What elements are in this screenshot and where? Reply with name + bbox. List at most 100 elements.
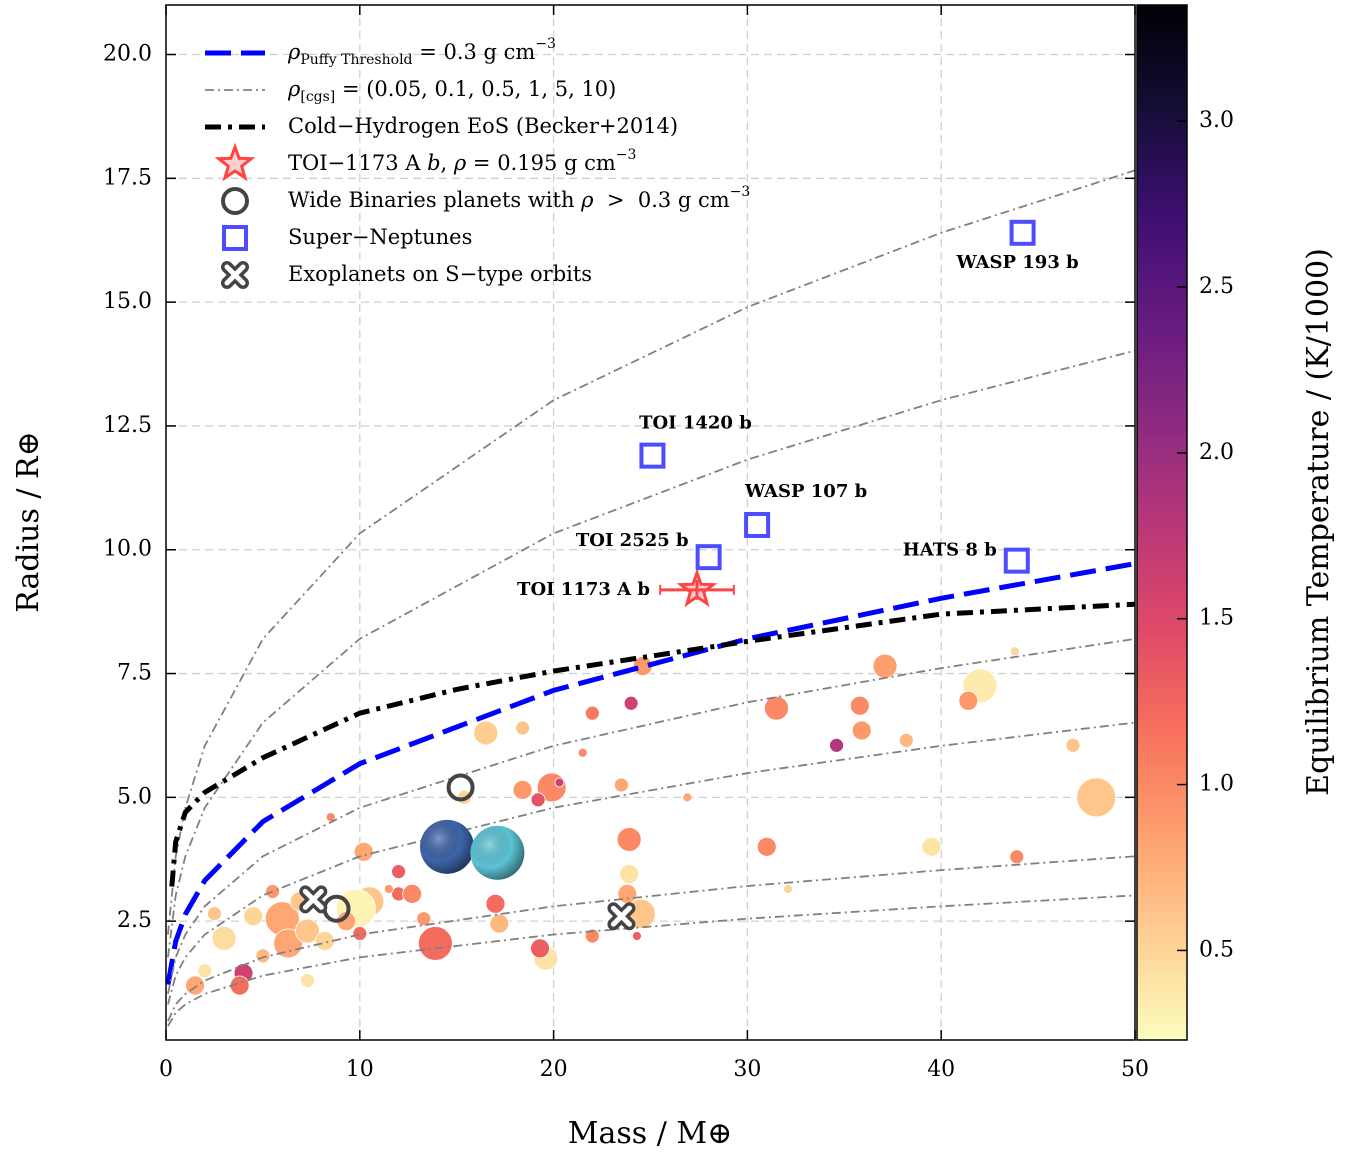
exoplanet-point — [958, 690, 979, 711]
exoplanet-point — [315, 931, 335, 951]
colorbar-tick-label: 1.5 — [1199, 606, 1234, 631]
exoplanet-point — [921, 836, 942, 857]
square-marker — [639, 442, 666, 469]
exoplanet-point — [352, 926, 368, 941]
x-tick-label: 30 — [733, 1057, 761, 1082]
y-axis-label: Radius / R⊕ — [11, 431, 46, 613]
density-curve — [167, 855, 1135, 1022]
exoplanet-point — [849, 695, 870, 716]
point-label: HATS 8 b — [903, 540, 997, 561]
legend-label-part: −3 — [616, 147, 637, 163]
colorbar — [1136, 4, 1188, 1041]
exoplanet-point — [851, 720, 872, 741]
legend-label-part: TOI−1173 A — [288, 151, 427, 175]
exoplanet-point — [255, 948, 271, 964]
legend-marker — [214, 142, 256, 182]
point-label: TOI 1420 b — [639, 413, 752, 434]
legend-label: Wide Binaries planets with ρ > 0.3 g cm−… — [288, 184, 750, 212]
exoplanet-point — [391, 864, 406, 880]
legend-label-part: −3 — [535, 36, 556, 52]
exoplanet-point — [617, 884, 638, 904]
colorbar-tick-label: 1.0 — [1199, 772, 1234, 797]
exoplanet-point — [577, 747, 588, 758]
exoplanet-point — [402, 884, 423, 904]
exoplanet-point — [1065, 737, 1081, 753]
exoplanet-point — [295, 918, 320, 944]
legend-label: TOI−1173 A b, ρ = 0.195 g cm−3 — [288, 147, 636, 175]
y-tick-label: 10.0 — [103, 537, 152, 562]
legend-label: ρPuffy Threshold = 0.3 g cm−3 — [287, 36, 556, 68]
legend-label-part: ρ — [287, 77, 301, 101]
x-axis-label: Mass / M⊕ — [568, 1116, 732, 1151]
x-tick-label: 40 — [927, 1057, 955, 1082]
point-label: WASP 193 b — [955, 252, 1078, 273]
colorbar-tick-label: 3.0 — [1199, 108, 1234, 133]
exoplanet-point — [632, 931, 642, 941]
exoplanet-point — [416, 911, 432, 927]
legend-label-part: = (0.05, 0.1, 0.5, 1, 5, 10) — [335, 77, 616, 101]
exoplanet-point — [211, 926, 237, 951]
exoplanet-point — [197, 963, 213, 979]
legend-label-part: ρ — [580, 188, 594, 212]
cross-fill — [224, 264, 246, 286]
exoplanet-point — [489, 913, 510, 934]
curve — [169, 601, 1135, 887]
exoplanet-point — [584, 705, 600, 721]
legend-label-part: Super−Neptunes — [288, 225, 472, 249]
colorbar-label: Equilibrium Temperature / (K/1000) — [1301, 248, 1336, 796]
x-tick-label: 10 — [346, 1057, 374, 1082]
exoplanet-point — [898, 732, 914, 748]
y-tick-label: 2.5 — [117, 908, 152, 933]
y-tick-label: 7.5 — [117, 661, 152, 686]
exoplanet-point — [682, 792, 693, 803]
density-curve — [167, 349, 1135, 958]
exoplanet-point — [512, 780, 533, 800]
exoplanet-point — [383, 884, 394, 894]
y-tick-label: 15.0 — [103, 289, 152, 314]
exoplanet-point — [829, 737, 844, 753]
legend-marker — [221, 261, 249, 289]
legend-marker — [222, 225, 248, 251]
point-label: WASP 107 b — [744, 481, 867, 502]
legend-label-part: [cgs] — [300, 89, 335, 105]
circle-marker — [446, 773, 475, 802]
legend-marker — [221, 187, 249, 215]
density-curve — [167, 169, 1135, 935]
y-tick-label: 20.0 — [103, 42, 152, 67]
legend-label-part: ρ — [453, 151, 467, 175]
exoplanet-point — [872, 653, 898, 679]
exoplanet-point — [554, 777, 565, 788]
legend-label-part: , — [441, 151, 454, 175]
legend-label-part: −3 — [730, 184, 751, 200]
cross-marker — [299, 885, 328, 914]
legend-label-part: = 0.3 g cm — [413, 40, 536, 64]
density-curve — [167, 894, 1135, 1027]
exoplanet-point — [783, 884, 793, 894]
exoplanet-point — [530, 792, 546, 808]
square-marker — [1009, 219, 1036, 246]
legend-label-part: b — [427, 151, 440, 175]
legend-label-part: Wide Binaries planets with — [288, 188, 581, 212]
square-marker — [695, 544, 722, 571]
exoplanet-point — [185, 975, 205, 996]
curve — [166, 561, 1135, 985]
square-marker — [744, 511, 771, 538]
legend-label: Exoplanets on S−type orbits — [288, 262, 592, 286]
exoplanet-point — [353, 841, 374, 862]
exoplanet-point — [530, 938, 550, 959]
exoplanet-point — [614, 777, 629, 793]
cross-fill — [302, 888, 324, 910]
legend-label-part: = 0.195 g cm — [466, 151, 616, 175]
exoplanet-point — [273, 928, 303, 959]
planet-shading — [420, 819, 475, 874]
exoplanet-point — [300, 973, 315, 988]
x-tick-label: 50 — [1121, 1057, 1149, 1082]
exoplanet-point — [515, 720, 530, 736]
exoplanet-point — [243, 906, 264, 927]
exoplanet-point — [1009, 646, 1020, 657]
legend-label: Cold−Hydrogen EoS (Becker+2014) — [288, 114, 678, 138]
density-curve — [167, 721, 1135, 1005]
point-label: TOI 2525 b — [576, 530, 689, 551]
exoplanet-point — [1009, 849, 1025, 865]
